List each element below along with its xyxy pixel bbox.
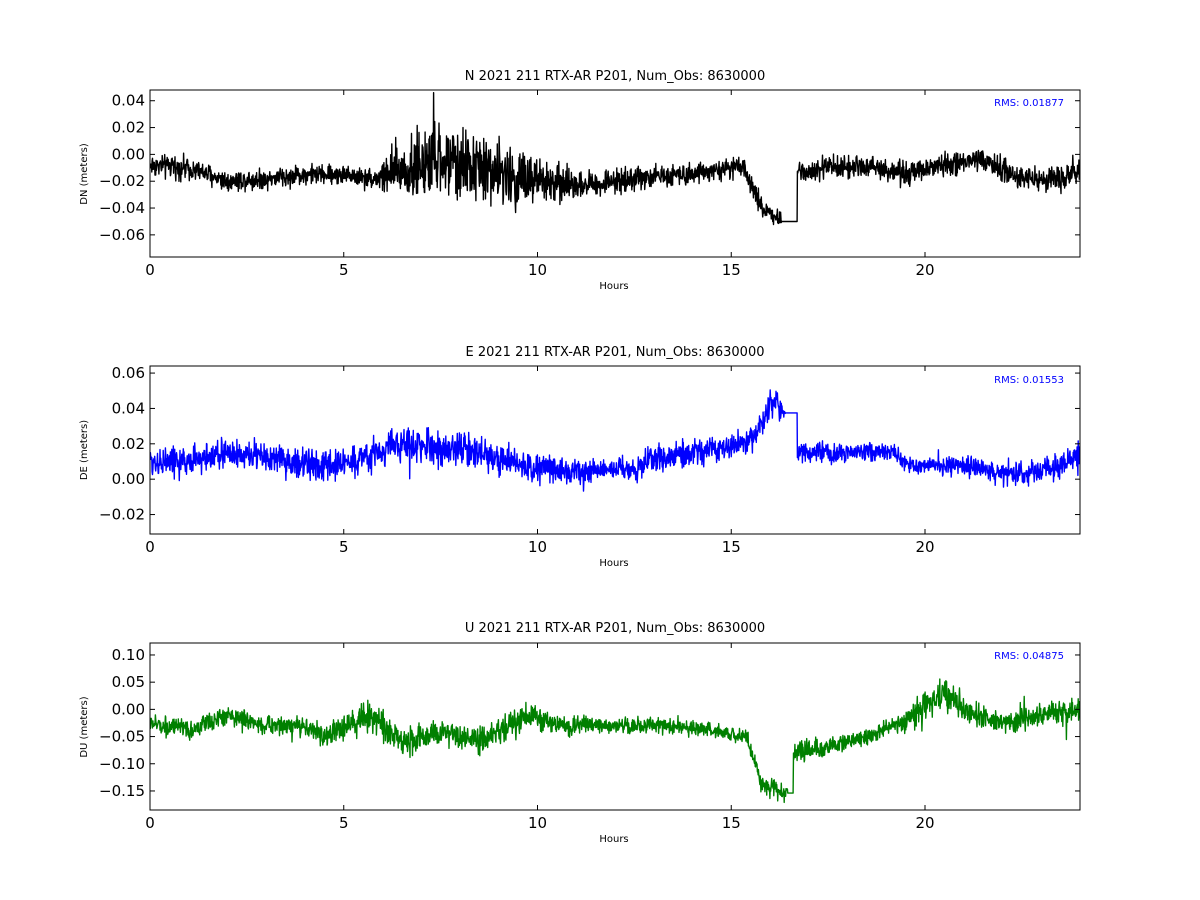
panel-up-ytick-label: −0.05 xyxy=(99,728,145,746)
panel-up-ytick-label: 0.05 xyxy=(112,673,145,691)
panel-up-title: U 2021 211 RTX-AR P201, Num_Obs: 8630000 xyxy=(465,621,765,636)
panel-north-xtick-label: 0 xyxy=(145,261,155,279)
panel-east-ytick-label: 0.00 xyxy=(112,470,145,488)
panel-north-axes-frame xyxy=(149,89,1081,258)
panel-east-xtick-label: 5 xyxy=(339,538,349,556)
panel-north-ytick-label: 0.02 xyxy=(112,119,145,137)
panel-east-ytick-label: −0.02 xyxy=(99,506,145,524)
panel-east-ytick-label: 0.06 xyxy=(112,364,145,382)
panel-east-xtick-label: 15 xyxy=(722,538,741,556)
panel-north-ylabel: DN (meters) xyxy=(79,143,90,205)
panel-up-xlabel: Hours xyxy=(599,834,628,845)
panel-up: U 2021 211 RTX-AR P201, Num_Obs: 8630000… xyxy=(79,621,1081,845)
panel-up-rms-label: RMS: 0.04875 xyxy=(994,651,1064,662)
panel-east-title: E 2021 211 RTX-AR P201, Num_Obs: 8630000 xyxy=(466,345,765,360)
panel-north-series-line xyxy=(150,92,1080,226)
panel-north-xlabel: Hours xyxy=(599,281,628,292)
panel-up-ytick-label: 0.10 xyxy=(112,646,145,664)
panel-up-ylabel: DU (meters) xyxy=(79,696,90,757)
panel-north-ytick-label: −0.04 xyxy=(99,199,145,217)
panel-up-series-line xyxy=(150,678,1080,804)
panel-north-ytick-label: 0.04 xyxy=(112,92,145,110)
panel-up-axes-frame xyxy=(149,642,1081,811)
panel-east-xtick-label: 0 xyxy=(145,538,155,556)
panel-east-axes-frame xyxy=(149,365,1081,535)
panel-east-xlabel: Hours xyxy=(599,558,628,569)
panel-north-ytick-label: −0.02 xyxy=(99,172,145,190)
panel-north: N 2021 211 RTX-AR P201, Num_Obs: 8630000… xyxy=(79,69,1081,292)
panel-up-xtick-label: 15 xyxy=(722,814,741,832)
panel-north-ytick-label: 0.00 xyxy=(112,145,145,163)
panel-north-rms-label: RMS: 0.01877 xyxy=(994,98,1064,109)
panel-north-ytick-label: −0.06 xyxy=(99,226,145,244)
panel-up-xtick-label: 0 xyxy=(145,814,155,832)
panel-east-ytick-label: 0.02 xyxy=(112,435,145,453)
panel-up-ytick-label: −0.10 xyxy=(99,755,145,773)
panel-up-xtick-label: 10 xyxy=(528,814,547,832)
panel-up-xtick-label: 5 xyxy=(339,814,349,832)
panel-east: E 2021 211 RTX-AR P201, Num_Obs: 8630000… xyxy=(79,345,1081,569)
panel-east-xtick-label: 10 xyxy=(528,538,547,556)
panel-up-xtick-label: 20 xyxy=(915,814,934,832)
panel-up-ytick-label: 0.00 xyxy=(112,700,145,718)
panel-north-xtick-label: 20 xyxy=(915,261,934,279)
panel-east-series-line xyxy=(150,389,1080,492)
panel-east-ytick-label: 0.04 xyxy=(112,399,145,417)
panel-east-rms-label: RMS: 0.01553 xyxy=(994,375,1064,386)
panel-north-xtick-label: 15 xyxy=(722,261,741,279)
panel-east-ylabel: DE (meters) xyxy=(79,420,90,480)
panel-north-xtick-label: 5 xyxy=(339,261,349,279)
panel-east-xtick-label: 20 xyxy=(915,538,934,556)
panel-north-title: N 2021 211 RTX-AR P201, Num_Obs: 8630000 xyxy=(465,69,765,84)
panel-up-ytick-label: −0.15 xyxy=(99,782,145,800)
panel-north-xtick-label: 10 xyxy=(528,261,547,279)
